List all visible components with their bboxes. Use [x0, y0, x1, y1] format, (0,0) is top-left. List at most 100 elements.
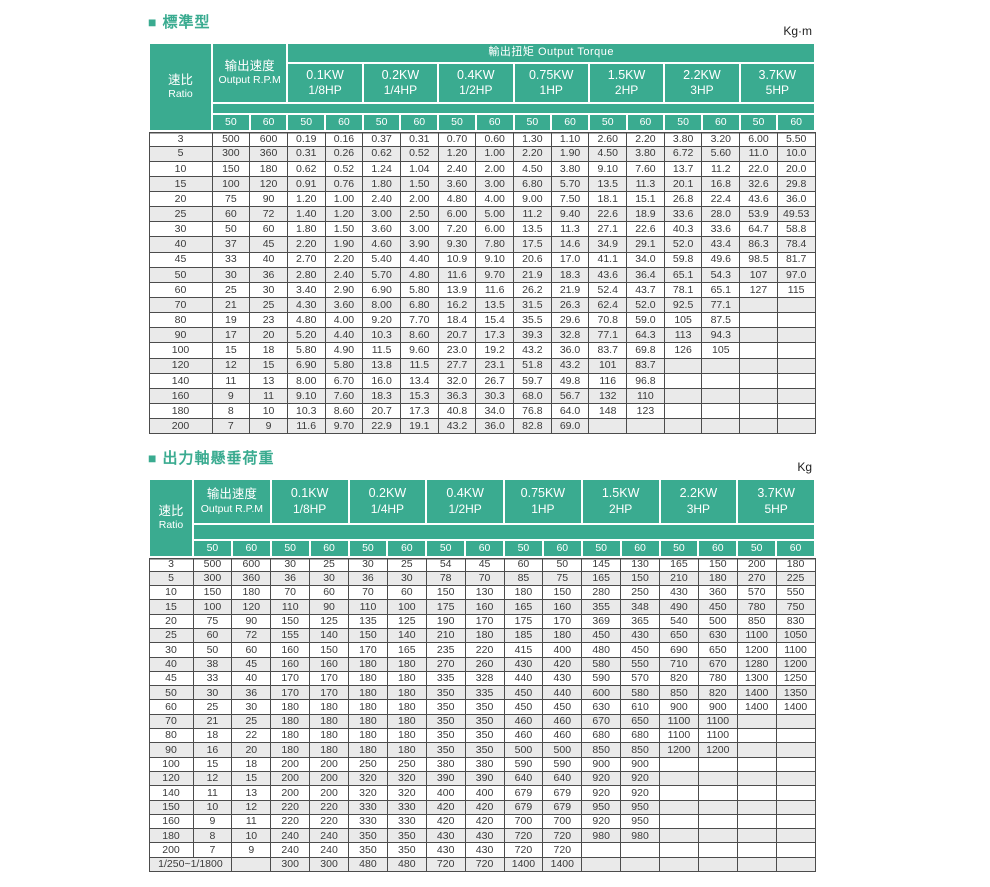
- value-cell: 640: [503, 770, 544, 787]
- value-cell: 1100: [697, 728, 738, 744]
- value-cell: 50: [542, 556, 583, 572]
- table-row: 70 21 25 4.30 3.60 8.00 6.80 16.2 13.5 31.5 26.3 62…: [148, 297, 816, 314]
- value-cell: 1.50: [324, 221, 364, 238]
- value-cell: [776, 312, 816, 329]
- hz-label: 60: [541, 539, 583, 558]
- table-row: 30 50 60 160 150 170 165 235 220 415 400 480 450 690 6…: [148, 642, 816, 658]
- value-cell: 450: [542, 699, 583, 715]
- ratio-cell: 1/250~1/1800: [148, 856, 233, 873]
- value-cell: 130: [464, 585, 505, 601]
- value-cell: 190: [425, 613, 466, 629]
- value-cell: 64.3: [626, 327, 665, 344]
- load-section-title: ■ 出力軸懸垂荷重: [148, 448, 274, 469]
- value-cell: 185: [503, 627, 544, 644]
- value-cell: 6.70: [324, 372, 364, 389]
- value-cell: 200: [270, 756, 311, 772]
- ratio-cell: 80: [148, 728, 194, 744]
- value-cell: 20.7: [437, 327, 477, 344]
- value-cell: 2.80: [286, 266, 326, 283]
- value-cell: 550: [620, 656, 660, 672]
- value-cell: 679: [503, 785, 544, 801]
- value-cell: 6.80: [513, 175, 552, 193]
- value-cell: 710: [659, 656, 699, 672]
- value-cell: 54: [425, 556, 466, 572]
- value-cell: [739, 357, 778, 374]
- value-cell: 87.5: [701, 312, 741, 329]
- ratio-cell: 100: [148, 756, 194, 772]
- value-cell: 335: [425, 670, 466, 687]
- value-cell: 126: [663, 342, 703, 359]
- value-cell: 11.5: [362, 342, 401, 359]
- table-row: 200 7 9 11.6 9.70 22.9 19.1 43.2 36.0 82.8 69.0: [148, 418, 816, 435]
- value-cell: [626, 418, 665, 435]
- value-cell: [701, 357, 741, 374]
- header-row: 0.1KW 1/8HP 0.2KW 1/4HP 0.4KW 1/2HP 0.75KW 1HP 1…: [149, 62, 817, 104]
- value-cell: 720: [464, 856, 505, 873]
- table-row: 15 100 120 110 90 110 100 175 160 165 160 355 348 490…: [148, 599, 816, 615]
- value-cell: 1400: [503, 856, 544, 873]
- power-column-header: 0.1KW 1/8HP: [286, 62, 364, 104]
- value-cell: 40.3: [663, 221, 703, 238]
- value-cell: 350: [425, 699, 466, 715]
- value-cell: 450: [697, 599, 738, 615]
- table-row: 50 30 36 170 170 180 180 350 335 450 440 600 580 850 8…: [148, 685, 816, 701]
- value-cell: 27.7: [437, 357, 477, 374]
- table-row: 90 17 20 5.20 4.40 10.3 8.60 20.7 17.3 39.3 32.8 77…: [148, 327, 816, 344]
- value-cell: 0.52: [399, 145, 439, 162]
- value-cell: 950: [620, 813, 660, 830]
- value-cell: 2.40: [437, 160, 477, 177]
- value-cell: [659, 785, 699, 801]
- value-cell: 1.10: [550, 130, 590, 147]
- value-cell: 335: [464, 685, 505, 701]
- value-cell: [775, 713, 816, 730]
- value-cell: 180: [386, 728, 427, 744]
- power-column-header: 1.5KW 2HP: [580, 478, 661, 525]
- value-cell: 6.00: [475, 221, 514, 238]
- value-cell: 420: [464, 799, 505, 815]
- value-cell: 900: [659, 699, 699, 715]
- value-cell: 200: [309, 756, 349, 772]
- value-cell: [659, 842, 699, 858]
- value-cell: 350: [425, 685, 466, 701]
- value-cell: 500: [211, 130, 251, 147]
- value-cell: 127: [739, 281, 778, 299]
- value-cell: 15.4: [475, 312, 514, 329]
- value-cell: 29.1: [626, 236, 665, 253]
- value-cell: 105: [663, 312, 703, 329]
- hp-label: 1HP: [531, 501, 555, 516]
- value-cell: 3.80: [626, 145, 665, 162]
- value-cell: 430: [425, 842, 466, 858]
- value-cell: 9.20: [362, 312, 401, 329]
- value-cell: 348: [620, 599, 660, 615]
- ratio-cell: 50: [148, 685, 194, 701]
- value-cell: 9.70: [324, 418, 364, 435]
- value-cell: 490: [659, 599, 699, 615]
- value-cell: 9: [211, 387, 251, 405]
- value-cell: [736, 799, 777, 815]
- speed-label-zh: 输出速度: [224, 58, 275, 73]
- value-cell: 53.9: [739, 206, 778, 223]
- value-cell: 160: [270, 642, 311, 658]
- table-row: 160 9 11 220 220 330 330 420 420 700 700 920 950: [148, 813, 816, 830]
- kw-label: 0.1KW: [290, 486, 329, 501]
- value-cell: [736, 842, 777, 858]
- value-cell: 270: [736, 570, 777, 587]
- value-cell: 180: [348, 670, 388, 687]
- ratio-cell: 70: [148, 297, 213, 314]
- value-cell: 3.80: [663, 130, 703, 147]
- value-cell: 4.90: [324, 342, 364, 359]
- value-cell: [588, 418, 628, 435]
- value-cell: [697, 813, 738, 830]
- value-cell: 170: [542, 613, 583, 629]
- value-cell: 180: [464, 627, 505, 644]
- table-row: 25 60 72 155 140 150 140 210 180 185 180 450 430 650 6…: [148, 627, 816, 644]
- ratio-cell: 90: [148, 742, 194, 758]
- value-cell: 460: [542, 713, 583, 730]
- value-cell: 180: [542, 627, 583, 644]
- value-cell: 0.31: [399, 130, 439, 147]
- hz-label: 60: [700, 113, 741, 132]
- kw-label: 0.2KW: [381, 67, 420, 82]
- value-cell: 1100: [697, 713, 738, 730]
- value-cell: 170: [464, 613, 505, 629]
